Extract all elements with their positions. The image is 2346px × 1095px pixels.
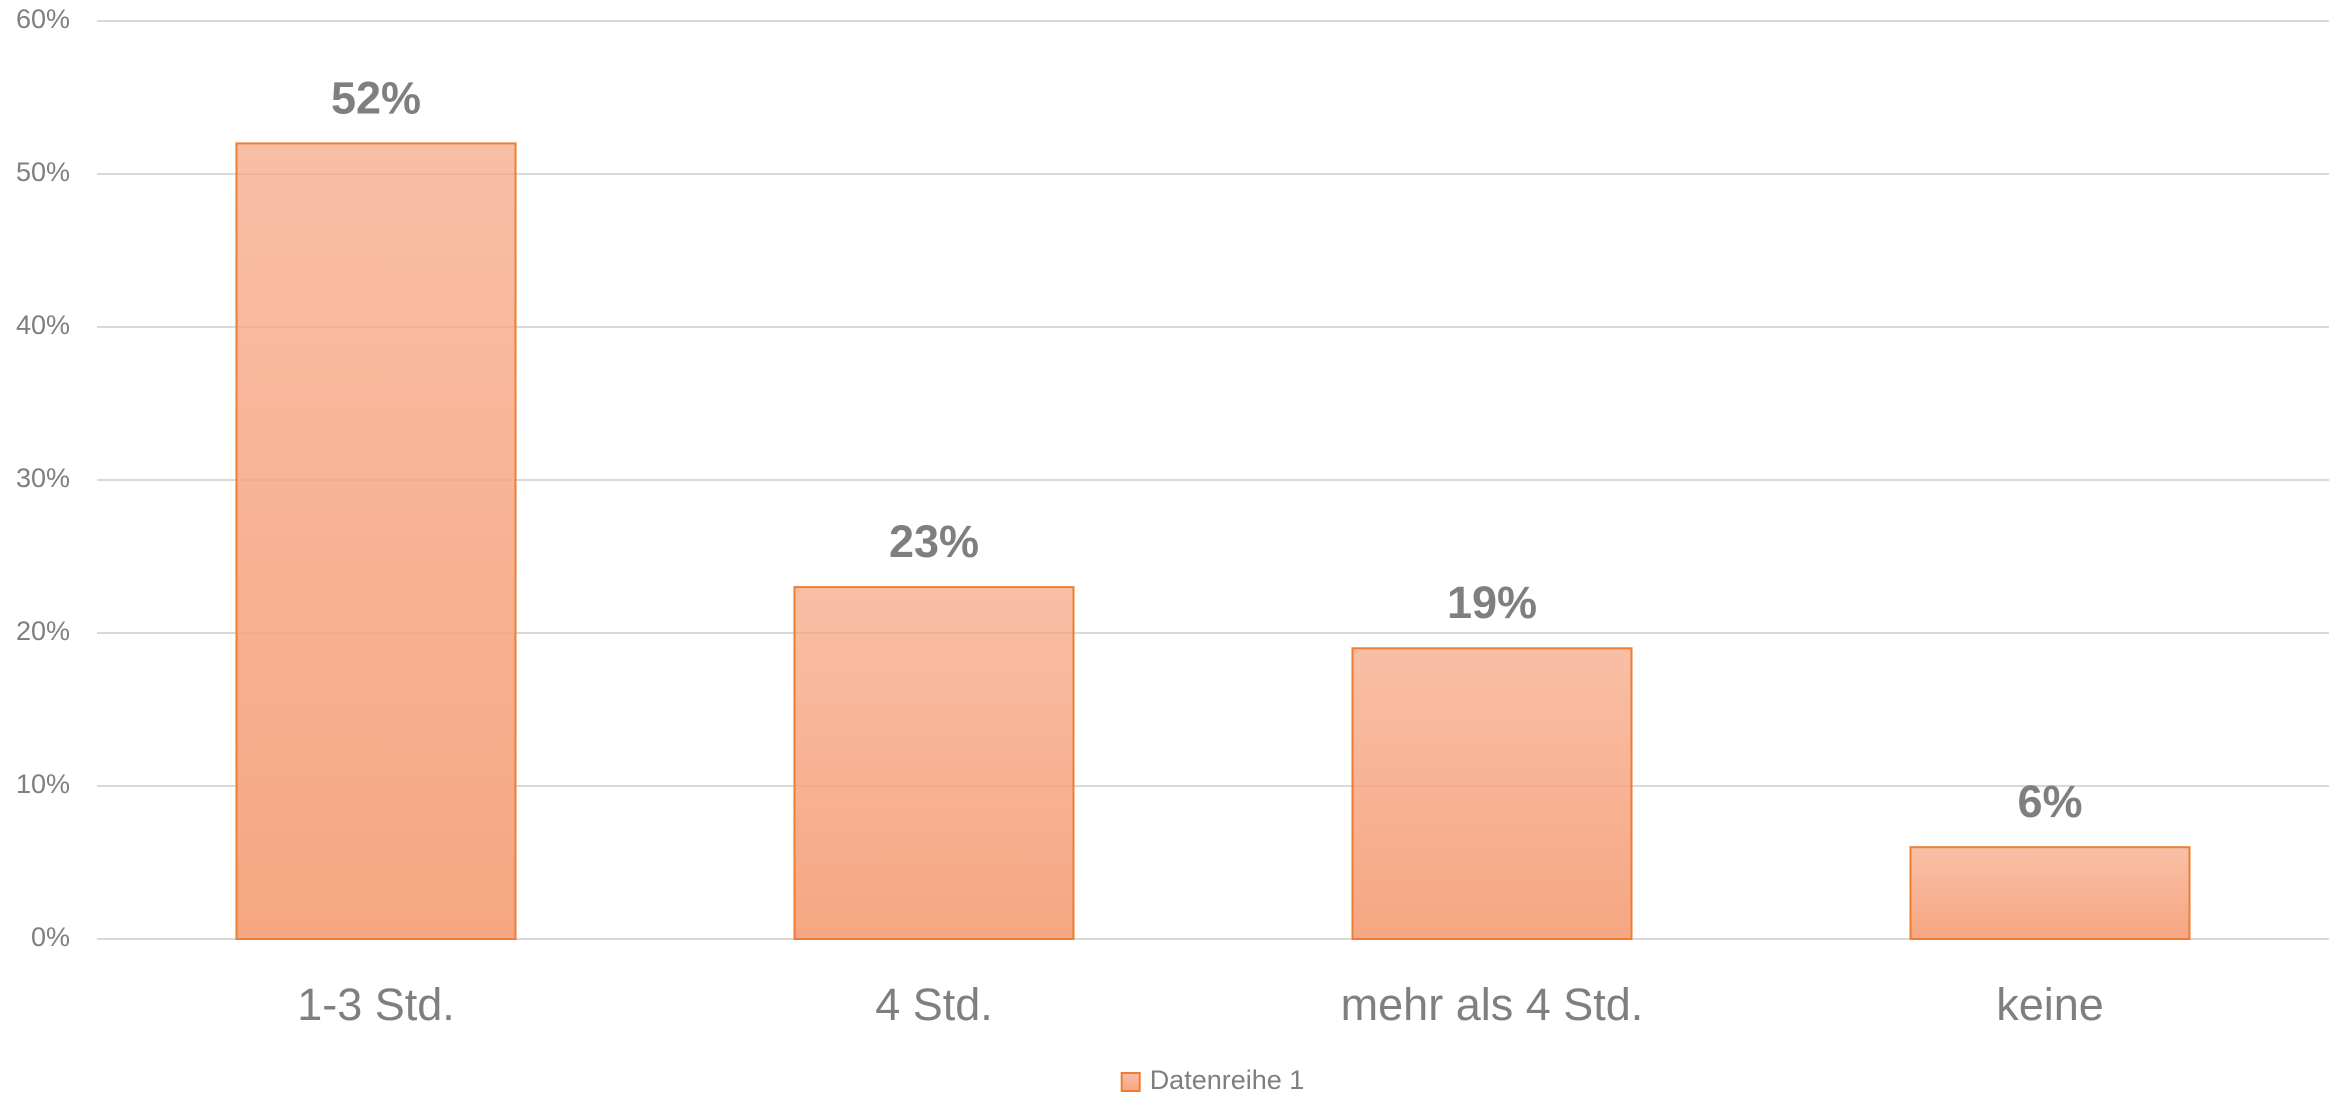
x-tick-label: 4 Std.: [875, 979, 993, 1030]
y-tick-label: 0%: [31, 922, 70, 952]
y-tick-label: 50%: [16, 157, 70, 187]
bar: [1351, 647, 1633, 940]
bar: [793, 586, 1075, 940]
bar: [235, 142, 517, 940]
x-tick-label: keine: [1996, 979, 2104, 1030]
x-tick-label: mehr als 4 Std.: [1341, 979, 1644, 1030]
legend-swatch: [1120, 1072, 1141, 1092]
bar: [1909, 846, 2191, 941]
y-tick-label: 20%: [16, 616, 70, 646]
legend-label: Datenreihe 1: [1150, 1065, 1305, 1095]
x-tick-label: 1-3 Std.: [297, 979, 455, 1030]
y-tick-label: 10%: [16, 769, 70, 799]
value-label: 23%: [889, 516, 979, 567]
y-tick-label: 40%: [16, 310, 70, 340]
y-tick-label: 30%: [16, 463, 70, 493]
value-label: 19%: [1447, 577, 1537, 628]
value-label: 52%: [331, 72, 421, 123]
value-label: 6%: [2017, 776, 2082, 827]
y-tick-label: 60%: [16, 4, 70, 34]
